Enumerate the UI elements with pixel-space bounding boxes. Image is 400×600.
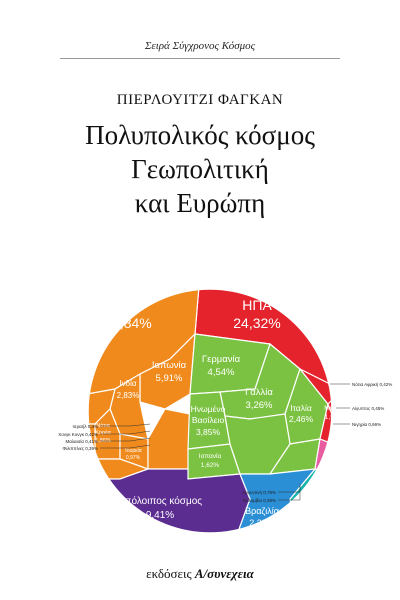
publisher-prefix: εκδόσεις [146,566,192,581]
callout-hong-kong: Χονγκ Κονγκ 0,42% [58,432,98,437]
label-turkey: Τουρκία [124,448,141,454]
gdp-voronoi-chart: ΗΠΑ 24,32% Κίνα 14,84% Ιαπωνία 5,91% Ινδ… [0,274,400,554]
cell-asia-small-2 [147,408,191,470]
value-brazil: 2,39% [249,518,275,528]
book-title: Πολυπολικός κόσμος Γεωπολιτική και Ευρώπ… [0,118,400,220]
callout-malaysia: Μαλαισία 0,41% [65,439,98,444]
callout-egypt: Αίγυπτος 0,45% [352,406,384,411]
value-france: 3,26% [246,400,273,411]
label-brazil: Βραζιλία [245,506,279,516]
value-uk: 3,85% [196,427,221,437]
label-france: Γαλλία [245,387,273,398]
author-name: ΠΙΕΡΛΟΥΙΤΖΙ ΦΑΓΚΑΝ [116,92,284,108]
label-australia: Αυστραλία 1,8% [302,482,331,527]
label-indonesia: Ινδονησία [67,450,89,456]
callout-argentina: Αργεντινή 0,79% [242,489,276,495]
callout-nigeria: Νιγηρία 0,66% [352,422,381,427]
value-italy: 2,46% [289,414,314,424]
callout-philippines: Φιλιππίνες 0,39% [63,446,98,451]
title-line-1: Πολυπολικός κόσμος [85,120,315,150]
label-spain: Ισπανία [199,452,222,460]
label-canada: Καναδάς [337,377,363,385]
series-name: Σειρά Σύγχρονος Κόσμος [144,40,256,52]
label-mexico: Μεξικό [324,404,344,412]
callout-south-africa: Νότια Αφρική 0,42% [352,381,392,387]
chart-svg: ΗΠΑ 24,32% Κίνα 14,84% Ιαπωνία 5,91% Ινδ… [58,288,392,534]
value-usa: 24,32% [233,315,280,331]
label-india: Ινδία [119,379,136,388]
label-rest-of-world: Υπόλοιπος κόσμος [118,495,202,507]
callout-colombia: Κολομβία 0,39% [243,498,276,503]
cell-africa [314,438,332,490]
value-germany: 4,54% [208,367,235,378]
label-uk-2: Βασίλειο [192,415,225,425]
title-line-3: και Ευρώπη [134,188,266,218]
callout-israel: Ισραήλ 0,4% [73,423,98,429]
publisher: εκδόσεις Α/συνεχεια [0,566,400,582]
value-indonesia: 1,16% [71,457,86,463]
value-rest-of-world: 9,41% [146,510,174,521]
label-italy: Ιταλία [290,403,312,413]
value-russia: 1,8% [76,399,89,405]
label-china: Κίνα [114,297,142,313]
value-canada: 2,09% [341,386,360,393]
label-usa: ΗΠΑ [242,297,272,313]
title-line-2: Γεωπολιτική [131,154,269,184]
value-turkey: 0,97% [126,455,141,461]
divider [60,58,340,59]
label-russia: Ρωσία [74,391,91,397]
value-india: 2,83% [117,391,140,400]
value-china: 14,84% [104,315,151,331]
label-korea: Νότια [96,422,110,429]
label-japan: Ιαπωνία [152,360,187,371]
label-uk-1: Ηνωμένο [191,404,226,414]
value-spain: 1,62% [201,462,220,469]
value-japan: 5,91% [156,373,183,384]
label-germany: Γερμανία [202,354,241,365]
label-korea-2: Κορέα [95,429,111,436]
value-mexico: 1,54% [325,414,344,421]
cell-australia [289,468,332,533]
publisher-name: Α/συνεχεια [194,566,254,581]
